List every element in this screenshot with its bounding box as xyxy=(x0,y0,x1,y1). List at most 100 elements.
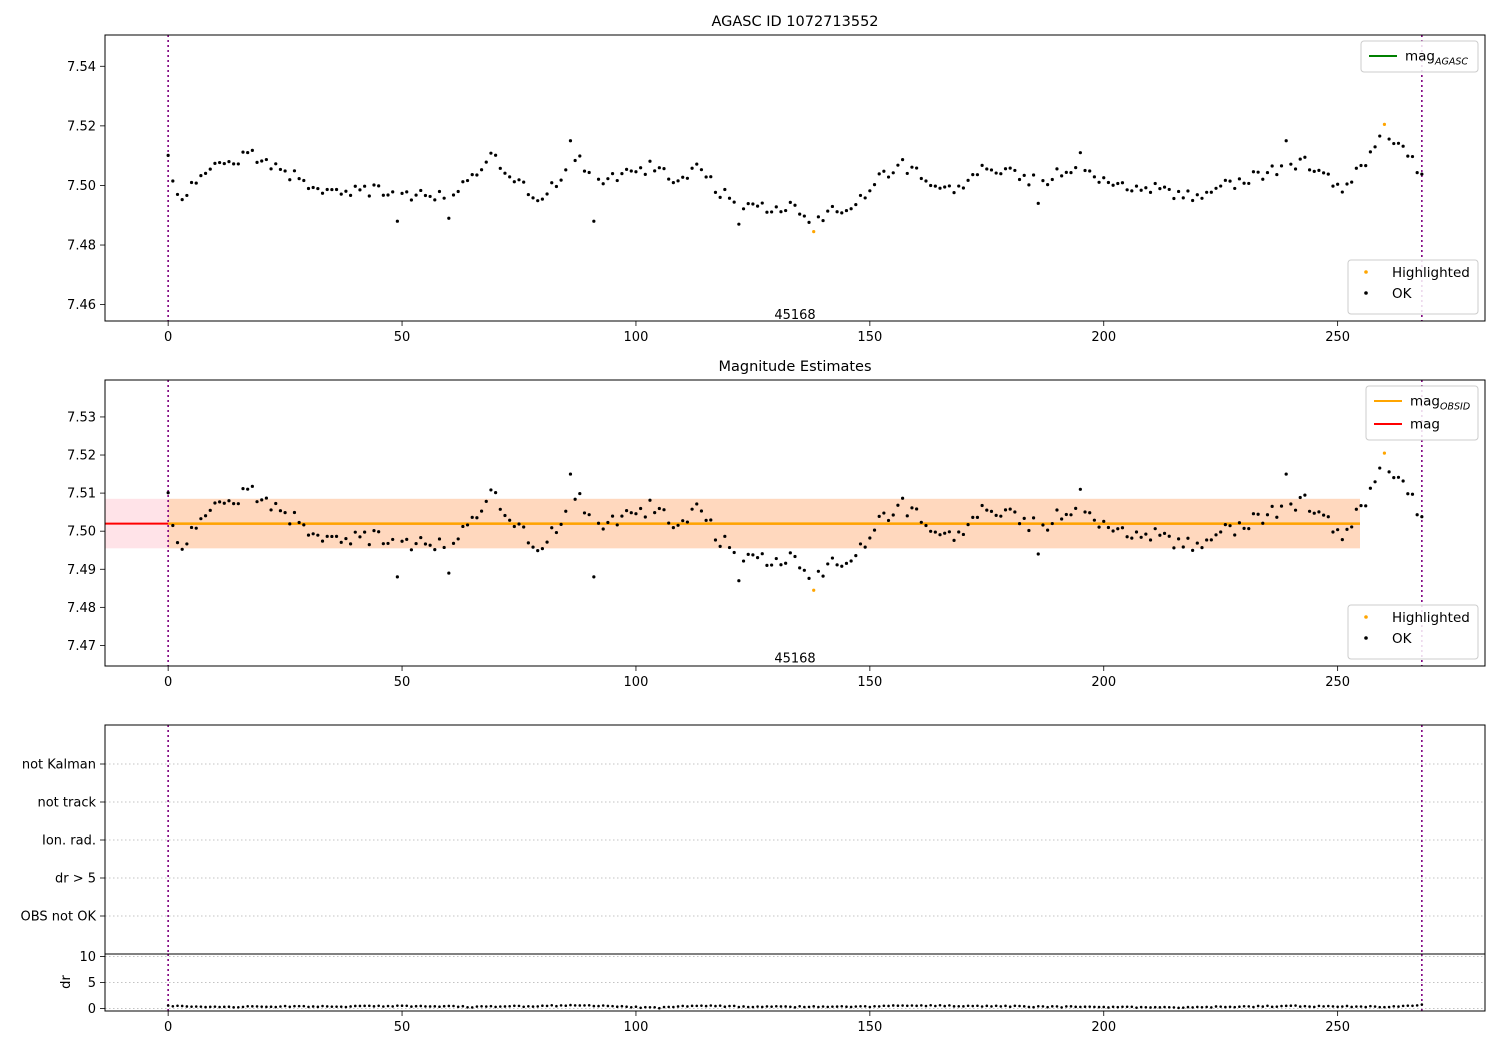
dr-point xyxy=(1074,1005,1077,1009)
magnitude-ok-point xyxy=(1172,546,1176,550)
magnitude-ok-point xyxy=(1307,509,1312,513)
dr-point xyxy=(882,1004,886,1008)
magnitude-ok-point xyxy=(437,537,442,541)
magnitude-ok-point xyxy=(1116,527,1120,531)
agasc-ok-point xyxy=(615,178,619,183)
magnitude-ok-point xyxy=(1317,510,1321,514)
dr-point xyxy=(1359,1005,1363,1008)
magnitude-ok-point xyxy=(957,530,961,534)
dr-point xyxy=(311,1005,315,1008)
agasc-ok-point xyxy=(232,162,236,166)
magnitude-ok-point xyxy=(1289,502,1293,506)
agasc-ok-point xyxy=(1233,186,1237,191)
dr-point xyxy=(1224,1005,1227,1009)
agasc-ok-point xyxy=(437,189,442,194)
dr-point xyxy=(1219,1005,1222,1008)
dr-point xyxy=(672,1005,675,1009)
agasc-ok-point xyxy=(793,203,797,207)
dr-point xyxy=(1266,1004,1269,1008)
agasc-ok-point xyxy=(1116,181,1120,186)
dr-point xyxy=(620,1004,624,1008)
dr-point xyxy=(513,1004,516,1008)
dr-point xyxy=(1125,1005,1129,1009)
agasc-ok-point xyxy=(961,186,966,190)
dr-point xyxy=(372,1005,376,1008)
agasc-ok-point xyxy=(634,170,638,174)
agasc-ok-point xyxy=(1410,154,1415,159)
magnitude-ok-point xyxy=(919,520,923,524)
magnitude-ok-point xyxy=(1209,538,1213,542)
magnitude-ok-point xyxy=(255,500,259,504)
agasc-ok-point xyxy=(1406,154,1410,158)
magnitude-estimates-axes-frame xyxy=(104,379,1486,667)
magnitude-ok-point xyxy=(1368,486,1372,490)
dr-point xyxy=(686,1005,689,1008)
agasc-ok-point xyxy=(246,150,250,155)
agasc-ok-point xyxy=(1242,181,1246,185)
agasc-ok-point xyxy=(489,151,493,155)
agasc-ok-point xyxy=(1340,190,1344,194)
agasc-ok-point xyxy=(952,191,956,195)
dr-point xyxy=(414,1004,418,1008)
agasc-ok-point xyxy=(1219,184,1223,188)
dr-point xyxy=(1177,1006,1180,1010)
magnitude-ok-point xyxy=(582,511,587,515)
magnitude-estimates-xtick-label: 0 xyxy=(164,675,172,690)
dr-point xyxy=(859,1004,862,1008)
dr-point xyxy=(1322,1005,1325,1008)
dr-point xyxy=(1294,1004,1297,1007)
dr-point xyxy=(550,1004,554,1007)
agasc-ok-point xyxy=(699,168,704,172)
magnitude-ok-point xyxy=(1162,531,1167,535)
agasc-ok-point xyxy=(498,166,502,170)
agasc-ok-point xyxy=(1125,188,1129,192)
agasc-ok-point xyxy=(1162,185,1167,189)
agasc-ok-point xyxy=(1373,145,1377,149)
dr-point xyxy=(1387,1005,1391,1009)
magnitude-ok-point xyxy=(933,530,937,534)
dr-point xyxy=(1383,1005,1386,1009)
agasc-ok-point xyxy=(798,212,802,216)
dr-point xyxy=(1270,1005,1274,1009)
dr-point xyxy=(644,1005,647,1009)
dr-xtick-label: 100 xyxy=(624,1020,649,1035)
magnitude-ok-point xyxy=(718,544,722,548)
magnitude-ok-point xyxy=(952,538,956,542)
dr-point xyxy=(1280,1004,1283,1008)
magnitude-ok-point xyxy=(199,517,203,521)
agasc-ok-point xyxy=(386,193,390,197)
magnitude-ok-point xyxy=(667,521,671,525)
magnitude-ok-point xyxy=(1392,476,1396,480)
magnitude-ok-point xyxy=(1303,493,1307,497)
magnitude-ok-point xyxy=(1219,530,1223,534)
magnitude-ok-point xyxy=(260,498,264,502)
magnitude-ok-point xyxy=(494,491,498,495)
agasc-ok-point xyxy=(264,157,268,162)
dr-point xyxy=(227,1005,231,1009)
dr-point xyxy=(976,1004,979,1008)
magnitude-ok-point xyxy=(208,508,212,512)
agasc-ok-point xyxy=(639,166,643,170)
dr-point xyxy=(569,1003,572,1007)
dr-point xyxy=(798,1004,801,1008)
magnitude-ok-point xyxy=(681,519,685,523)
dr-point xyxy=(1397,1005,1400,1008)
magnitude-ok-point xyxy=(232,502,236,506)
dr-point xyxy=(690,1004,694,1008)
agasc-ok-point xyxy=(807,220,811,224)
dr-point xyxy=(835,1005,839,1008)
dr-point xyxy=(583,1004,586,1007)
agasc-ok-point xyxy=(737,222,741,226)
dr-point xyxy=(527,1004,530,1008)
magnitude-ok-point xyxy=(274,501,278,506)
dr-point xyxy=(1158,1006,1162,1009)
agasc-xtick-label: 200 xyxy=(1091,330,1116,345)
agasc-ok-point xyxy=(1027,183,1031,187)
dr-panel: 0501001502002503000510 dr xyxy=(59,950,1486,1035)
magnitude-ok-point xyxy=(1350,525,1354,529)
agasc-ok-point xyxy=(1270,164,1274,168)
agasc-ok-point xyxy=(405,190,409,194)
dr-point xyxy=(241,1005,245,1009)
agasc-ok-point xyxy=(657,166,661,170)
agasc-ok-point xyxy=(1205,190,1209,194)
